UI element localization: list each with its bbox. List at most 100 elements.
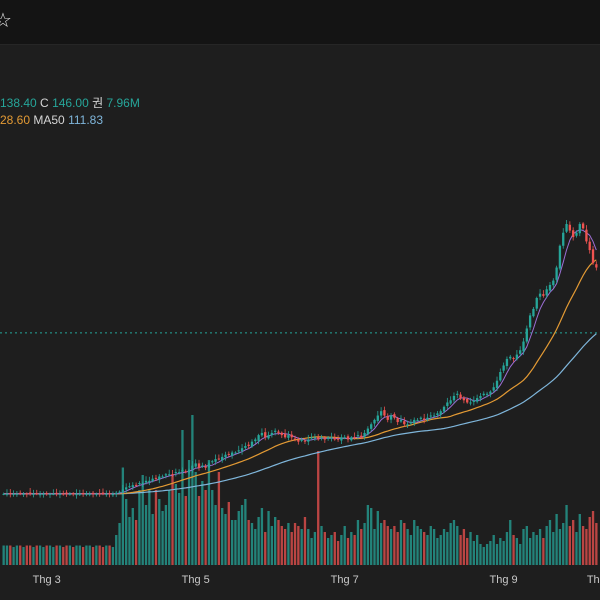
volume-bar <box>350 532 353 565</box>
candle-body <box>88 493 91 495</box>
candle-body <box>144 480 148 483</box>
candle <box>482 391 485 397</box>
volume-bar <box>191 415 194 565</box>
ohlc-legend: 138.40 C 146.00 권 7.96M <box>0 94 140 111</box>
candle <box>310 433 313 441</box>
candle <box>429 412 432 420</box>
candle <box>466 397 469 404</box>
volume-bar <box>419 529 423 565</box>
candle-body <box>446 402 449 407</box>
candle-body <box>396 418 399 423</box>
candle <box>283 429 287 439</box>
candle-body <box>68 493 72 495</box>
candle <box>95 492 98 497</box>
candle <box>174 468 177 477</box>
volume-bar <box>525 526 528 565</box>
volume-bar <box>111 547 115 565</box>
candle-body <box>274 430 277 432</box>
candle-body <box>538 293 542 297</box>
candle-body <box>552 280 555 286</box>
volume-bar <box>505 532 509 565</box>
candle-body <box>48 493 52 495</box>
candle-body <box>234 452 237 454</box>
volume-bars <box>2 415 598 565</box>
candle <box>221 453 224 463</box>
candle <box>366 426 370 436</box>
candle-body <box>416 419 419 421</box>
candle-body <box>22 493 25 495</box>
candle-body <box>545 289 548 296</box>
volume-bar <box>568 526 572 565</box>
candle-body <box>85 493 88 495</box>
candle-body <box>58 493 62 495</box>
volume-bar <box>303 517 307 565</box>
candle <box>164 472 168 479</box>
candle-body <box>542 294 545 296</box>
volume-bar <box>141 475 144 565</box>
candle <box>230 450 234 459</box>
volume-bar <box>519 544 522 565</box>
candle-body <box>350 437 353 441</box>
volume-bar <box>442 529 446 565</box>
volume-bar <box>148 490 151 565</box>
candle-body <box>283 433 287 438</box>
candle-body <box>505 358 509 366</box>
star-icon[interactable]: ☆ <box>0 8 12 32</box>
candle <box>552 278 555 288</box>
volume-bar <box>15 545 19 565</box>
candle-body <box>81 493 85 495</box>
candle <box>240 444 244 455</box>
candle-body <box>250 441 254 447</box>
candle-body <box>373 419 376 424</box>
candle-body <box>495 380 499 389</box>
candle <box>81 489 85 497</box>
candle <box>376 410 379 423</box>
candle <box>131 482 134 490</box>
candle <box>207 461 211 471</box>
candle <box>456 390 459 399</box>
candle-body <box>15 493 19 495</box>
volume-bar <box>512 535 515 565</box>
volume-bar <box>436 538 439 565</box>
candle-body <box>118 491 121 493</box>
ma-legend: 28.60 MA50 111.83 <box>0 113 103 127</box>
candle-body <box>581 223 585 229</box>
candle <box>111 491 115 498</box>
candle-body <box>19 492 22 494</box>
volume-bar <box>406 529 409 565</box>
candle <box>227 451 230 457</box>
candle-body <box>343 437 346 439</box>
candle-body <box>565 224 568 232</box>
candle-body <box>462 397 466 401</box>
x-tick-label: Thg 5 <box>182 574 210 586</box>
volume-label: 권 <box>92 96 104 110</box>
volume-bar <box>479 544 482 565</box>
candle <box>108 490 111 498</box>
volume-bar <box>5 545 9 565</box>
volume-bar <box>214 505 217 565</box>
candle-body <box>148 480 151 483</box>
volume-bar <box>161 511 164 565</box>
toolbar: ☆ <box>0 0 600 45</box>
volume-bar <box>585 529 588 565</box>
candle-body <box>214 459 217 462</box>
candle-body <box>240 448 244 452</box>
candle-body <box>535 298 538 309</box>
volume-bar <box>270 526 274 565</box>
candle-body <box>423 418 426 420</box>
candle <box>472 396 475 406</box>
volume-bar <box>373 529 376 565</box>
x-tick-label: Thg <box>587 574 600 586</box>
volume-bar <box>62 547 65 565</box>
volume-bar <box>194 472 197 565</box>
ma50-value: 111.83 <box>68 113 103 127</box>
volume-bar <box>459 535 462 565</box>
candle <box>250 439 254 448</box>
volume-bar <box>98 545 101 565</box>
candle-body <box>413 419 416 424</box>
candle-body <box>525 328 528 342</box>
volume-bar <box>446 532 449 565</box>
volume-bar <box>267 511 270 565</box>
candle-body <box>522 341 525 352</box>
